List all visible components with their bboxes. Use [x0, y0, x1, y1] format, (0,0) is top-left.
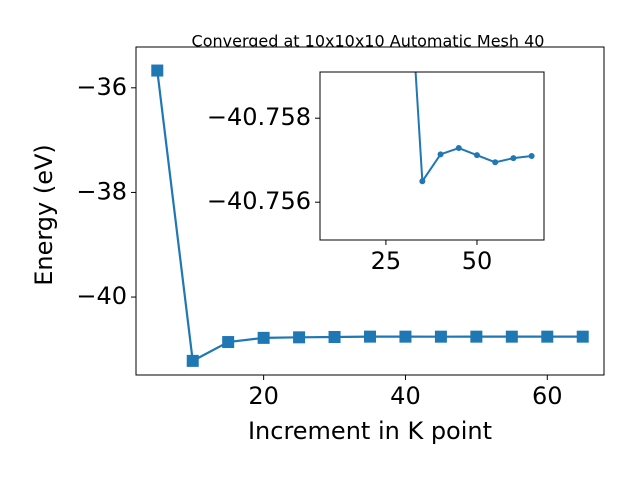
axes-frame [319, 71, 545, 241]
chart-title: Converged at 10x10x10 Automatic Mesh 40 [192, 32, 545, 51]
x-tick-label: 50 [462, 247, 493, 275]
data-marker [470, 330, 483, 343]
data-marker [186, 354, 199, 367]
data-marker [510, 155, 517, 162]
data-marker [473, 152, 480, 159]
y-tick-label: −40.756 [207, 187, 311, 215]
data-marker [419, 178, 426, 185]
plot-layer [151, 64, 589, 367]
data-marker [505, 330, 518, 343]
y-tick-label: −36 [76, 73, 127, 101]
data-marker [455, 145, 462, 152]
data-marker [492, 159, 499, 166]
x-axis-label: Increment in K point [248, 417, 492, 445]
data-marker [437, 151, 444, 158]
data-marker [576, 330, 589, 343]
data-marker [399, 330, 412, 343]
data-marker [222, 336, 235, 349]
data-marker [434, 330, 447, 343]
data-marker [151, 64, 164, 77]
x-tick-label: 25 [371, 247, 402, 275]
data-marker [293, 331, 306, 344]
data-marker [257, 331, 270, 344]
plot-area [320, 72, 544, 240]
plot-layer [414, 72, 535, 185]
data-marker [364, 330, 376, 343]
axes-frame [135, 46, 605, 376]
data-marker [328, 330, 341, 343]
data-marker [528, 153, 535, 159]
x-tick-label: 40 [390, 382, 421, 410]
data-line [414, 72, 532, 185]
y-tick-label: −40.758 [207, 103, 311, 131]
data-marker [541, 330, 554, 343]
x-tick-label: 20 [248, 382, 279, 410]
y-tick-label: −40 [76, 282, 127, 310]
x-tick-label: 60 [532, 382, 563, 410]
y-axis-label: Energy (eV) [30, 144, 58, 286]
y-tick-label: −38 [76, 177, 127, 205]
